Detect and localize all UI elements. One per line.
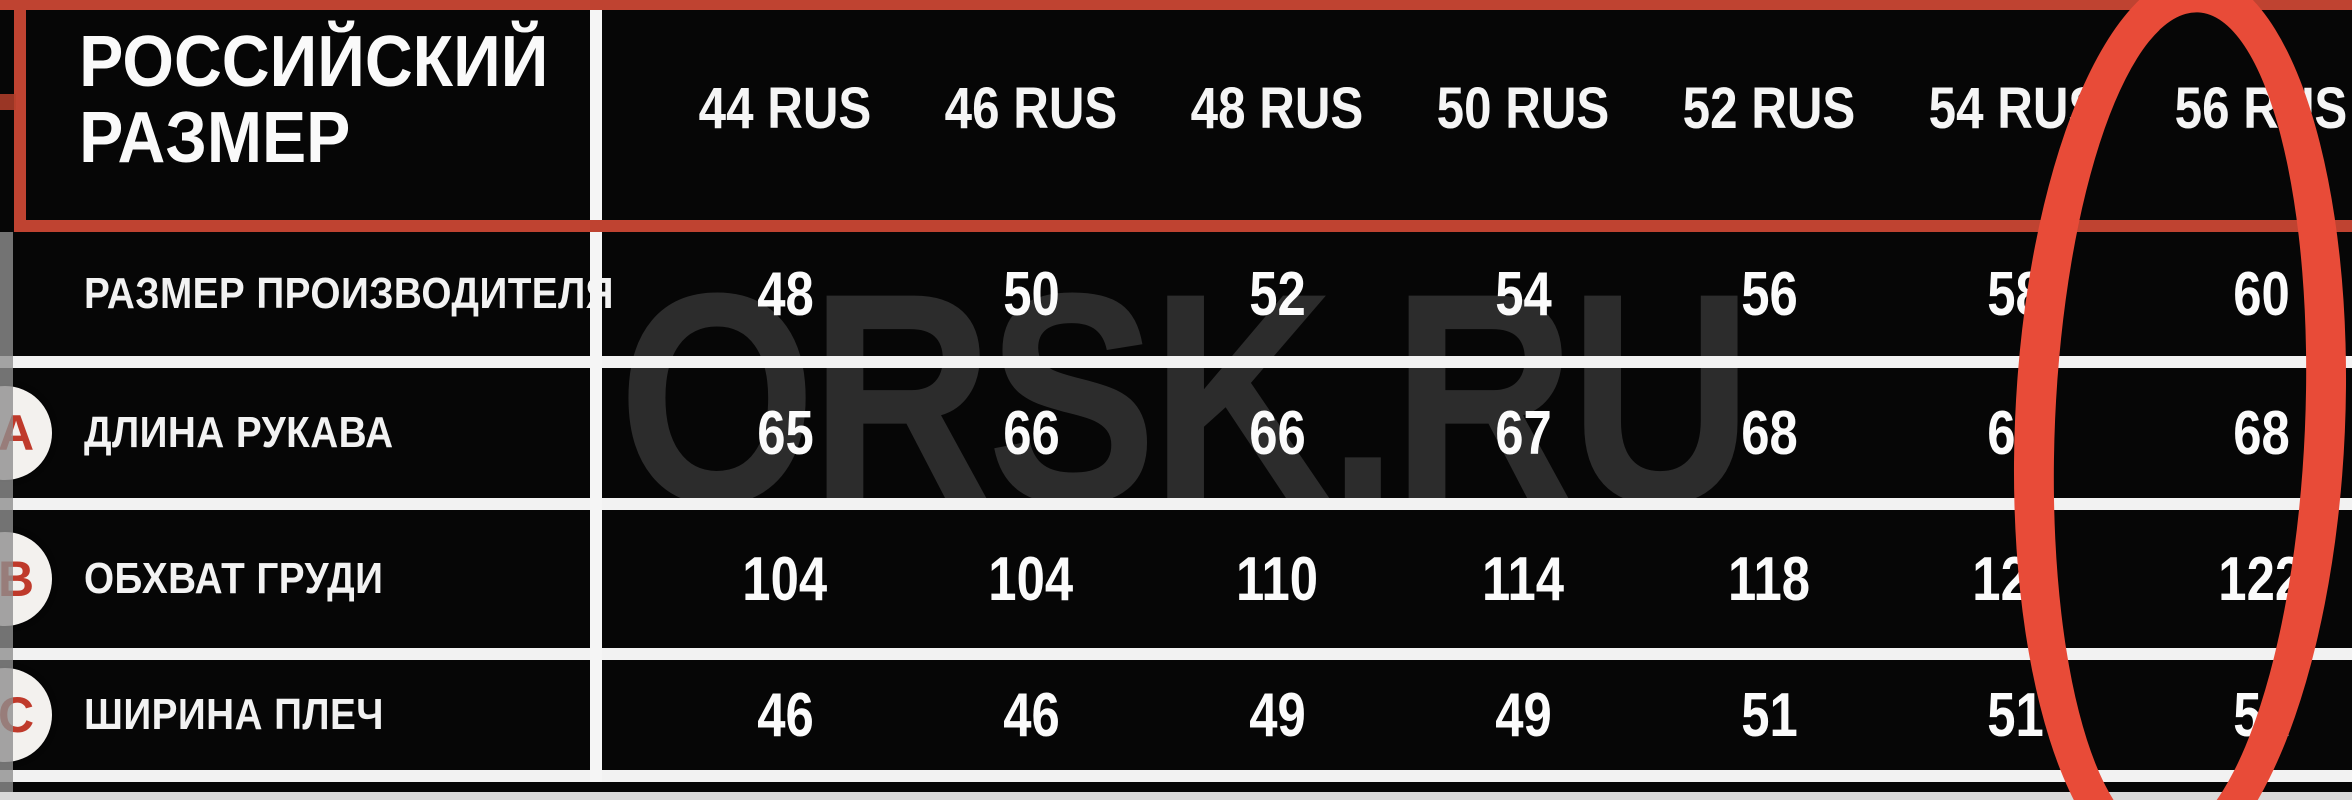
size-value-cell: 104: [908, 544, 1154, 615]
size-value-cell: 50: [908, 259, 1154, 330]
table-row: C ШИРИНА ПЛЕЧ 46 46 49 49 51 51 51: [0, 660, 2352, 770]
size-value: 52: [1248, 259, 1306, 329]
size-value-cell: 68: [2138, 398, 2352, 469]
size-value: 46: [1002, 680, 1060, 750]
size-value-cell: 46: [662, 680, 908, 751]
size-value: 68: [2232, 398, 2290, 468]
size-value: 114: [1481, 544, 1565, 614]
size-value-cell: 51: [2138, 680, 2352, 751]
size-value-cell: 122: [2138, 544, 2352, 615]
size-value: 51: [2232, 680, 2290, 750]
size-value: 66: [1248, 398, 1306, 468]
size-value: 50: [1002, 259, 1060, 329]
size-value-cell: 51: [1646, 680, 1892, 751]
row-label: ШИРИНА ПЛЕЧ: [84, 690, 384, 739]
table-row: РАЗМЕР ПРОИЗВОДИТЕЛЯ 48 50 52 54 56 58 60: [0, 232, 2352, 356]
row-label-cell: РАЗМЕР ПРОИЗВОДИТЕЛЯ: [0, 232, 662, 356]
size-value: 49: [1248, 680, 1306, 750]
row-separator-line: [0, 498, 2352, 510]
row-label: РАЗМЕР ПРОИЗВОДИТЕЛЯ: [84, 269, 614, 318]
size-value-cell: 66: [1154, 398, 1400, 469]
row-label: ОБХВАТ ГРУДИ: [84, 554, 384, 603]
vertical-divider-line: [590, 10, 602, 782]
size-value-cell: 104: [662, 544, 908, 615]
row-label-cell: A ДЛИНА РУКАВА: [0, 368, 662, 498]
header-title-cell: РОССИЙСКИЙ РАЗМЕР: [0, 0, 662, 230]
size-column-header: 54 RUS: [1928, 75, 2102, 141]
size-value: 122: [2218, 544, 2304, 614]
size-value-cell: 49: [1154, 680, 1400, 751]
left-red-tick: [0, 94, 16, 110]
size-value: 104: [742, 544, 828, 614]
size-value-cell: 66: [908, 398, 1154, 469]
size-value: 48: [756, 259, 814, 329]
size-value-cell: 122: [1892, 544, 2138, 615]
bottom-edge-strip: [0, 792, 2352, 800]
size-value: 68: [1740, 398, 1798, 468]
size-value: 122: [1972, 544, 2058, 614]
table-body: РАЗМЕР ПРОИЗВОДИТЕЛЯ 48 50 52 54 56 58 60 A ДЛИНА…: [0, 232, 2352, 782]
size-value: 60: [2232, 259, 2290, 329]
left-edge-strip: [0, 232, 13, 792]
size-value: 54: [1494, 259, 1552, 329]
size-column-header: 44 RUS: [698, 75, 872, 141]
size-value-cell: 48: [662, 259, 908, 330]
size-value-cell: 51: [1892, 680, 2138, 751]
row-label: ДЛИНА РУКАВА: [84, 408, 394, 457]
table-bottom-line: [0, 770, 2352, 782]
table-row: A ДЛИНА РУКАВА 65 66 66 67 68 68 68: [0, 368, 2352, 498]
row-label-cell: B ОБХВАТ ГРУДИ: [0, 510, 662, 648]
size-value-cell: 49: [1400, 680, 1646, 751]
size-value: 51: [1986, 680, 2044, 750]
size-value: 58: [1986, 259, 2044, 329]
size-column-header: 52 RUS: [1682, 75, 1856, 141]
size-value: 49: [1494, 680, 1552, 750]
size-value: 66: [1002, 398, 1060, 468]
table-header-row: РОССИЙСКИЙ РАЗМЕР 44 RUS 46 RUS 48 RUS 50 R…: [0, 0, 2352, 230]
size-value-cell: 46: [908, 680, 1154, 751]
size-value-cell: 110: [1154, 544, 1400, 615]
size-value: 46: [756, 680, 814, 750]
size-column-header: 48 RUS: [1190, 75, 1364, 141]
size-value-cell: 60: [2138, 259, 2352, 330]
size-column-header: 50 RUS: [1436, 75, 1610, 141]
size-value: 110: [1235, 544, 1319, 614]
size-value: 104: [988, 544, 1074, 614]
size-value-cell: 54: [1400, 259, 1646, 330]
row-label-cell: C ШИРИНА ПЛЕЧ: [0, 660, 662, 770]
size-value: 56: [1740, 259, 1798, 329]
row-separator-line: [0, 648, 2352, 660]
size-value-cell: 67: [1400, 398, 1646, 469]
row-separator-line: [0, 356, 2352, 368]
size-value-cell: 114: [1400, 544, 1646, 615]
size-value-cell: 68: [1892, 398, 2138, 469]
size-value-cell: 58: [1892, 259, 2138, 330]
size-value: 68: [1986, 398, 2044, 468]
size-value: 65: [756, 398, 814, 468]
size-column-header: 46 RUS: [944, 75, 1118, 141]
size-value-cell: 68: [1646, 398, 1892, 469]
table-row: B ОБХВАТ ГРУДИ 104 104 110 114 118 122 122: [0, 510, 2352, 648]
size-value-cell: 65: [662, 398, 908, 469]
table-title: РОССИЙСКИЙ РАЗМЕР: [79, 22, 549, 179]
size-value-cell: 118: [1646, 544, 1892, 615]
size-value: 51: [1740, 680, 1798, 750]
header-frame-corner: [0, 0, 16, 10]
size-value: 67: [1494, 398, 1552, 468]
size-value-cell: 56: [1646, 259, 1892, 330]
size-value: 118: [1727, 544, 1811, 614]
size-column-header: 56 RUS: [2174, 75, 2348, 141]
size-value-cell: 52: [1154, 259, 1400, 330]
